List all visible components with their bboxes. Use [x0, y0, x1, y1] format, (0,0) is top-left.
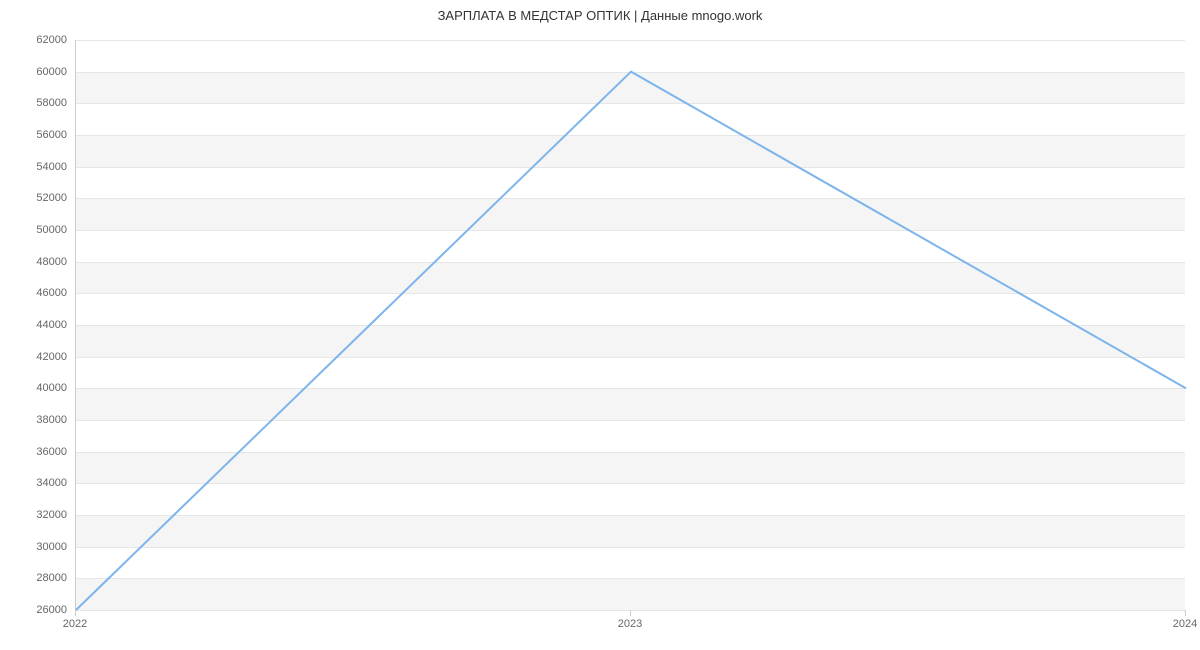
salary-line-chart: ЗАРПЛАТА В МЕДСТАР ОПТИК | Данные mnogo.… [0, 0, 1200, 650]
x-tick [1185, 610, 1186, 616]
x-axis-label: 2024 [1173, 618, 1197, 630]
y-axis-label: 46000 [27, 287, 67, 299]
y-axis-label: 40000 [27, 382, 67, 394]
series-line-salary [76, 72, 1186, 610]
x-axis-label: 2022 [63, 618, 87, 630]
y-axis-label: 32000 [27, 509, 67, 521]
y-axis-label: 60000 [27, 66, 67, 78]
chart-title: ЗАРПЛАТА В МЕДСТАР ОПТИК | Данные mnogo.… [0, 8, 1200, 23]
y-axis-label: 30000 [27, 541, 67, 553]
y-axis-label: 42000 [27, 351, 67, 363]
series-layer [76, 40, 1186, 610]
y-axis-label: 44000 [27, 319, 67, 331]
y-axis-label: 62000 [27, 34, 67, 46]
y-axis-label: 56000 [27, 129, 67, 141]
y-axis-label: 58000 [27, 97, 67, 109]
y-axis-label: 48000 [27, 256, 67, 268]
y-axis-label: 50000 [27, 224, 67, 236]
y-axis-label: 28000 [27, 572, 67, 584]
x-axis-label: 2023 [618, 618, 642, 630]
x-tick [630, 610, 631, 616]
y-axis-label: 26000 [27, 604, 67, 616]
y-axis-label: 54000 [27, 161, 67, 173]
y-axis-label: 34000 [27, 477, 67, 489]
y-axis-label: 52000 [27, 192, 67, 204]
plot-area [75, 40, 1185, 610]
y-axis-label: 36000 [27, 446, 67, 458]
x-tick [75, 610, 76, 616]
y-axis-label: 38000 [27, 414, 67, 426]
